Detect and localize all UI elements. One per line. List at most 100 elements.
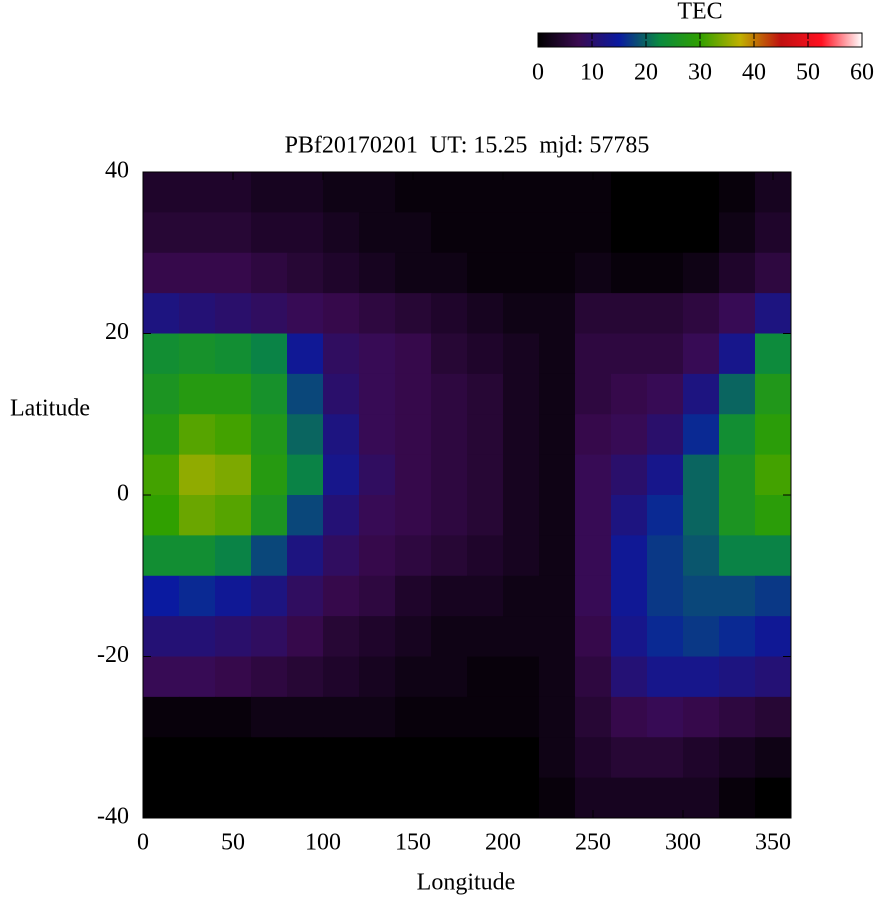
cell — [575, 293, 612, 334]
cell — [575, 454, 612, 496]
cell — [467, 737, 504, 779]
cell — [611, 212, 648, 254]
cell — [503, 777, 540, 819]
cell — [539, 777, 576, 819]
cell — [503, 575, 540, 617]
cell — [179, 575, 216, 617]
cell — [395, 575, 432, 617]
cell — [611, 616, 648, 657]
cell — [467, 293, 504, 334]
cell — [143, 696, 180, 738]
cell — [287, 333, 324, 375]
cell — [287, 212, 324, 254]
cell — [359, 414, 396, 456]
cell — [611, 172, 648, 213]
cell — [611, 777, 648, 819]
cell — [575, 495, 612, 536]
cell — [179, 777, 216, 819]
cell — [755, 212, 792, 254]
cell — [215, 737, 252, 779]
cell — [179, 252, 216, 294]
cell — [719, 454, 756, 496]
cell — [683, 495, 720, 536]
cell — [395, 252, 432, 294]
cell — [143, 373, 180, 415]
y-tick-label: 0 — [117, 481, 129, 507]
cell — [539, 535, 576, 577]
cell — [683, 373, 720, 415]
cell — [719, 495, 756, 536]
cell — [395, 454, 432, 496]
x-tick-label: 150 — [395, 830, 431, 856]
cell — [755, 535, 792, 577]
cell — [143, 495, 180, 536]
cell — [143, 737, 180, 779]
cell — [719, 333, 756, 375]
cell — [503, 535, 540, 577]
cell — [575, 333, 612, 375]
cell — [395, 535, 432, 577]
y-tick-label: -40 — [97, 804, 129, 830]
cell — [719, 172, 756, 213]
cell — [467, 373, 504, 415]
cell — [215, 616, 252, 657]
cell — [251, 616, 288, 657]
cell — [323, 616, 360, 657]
cell — [431, 495, 468, 536]
cell — [179, 373, 216, 415]
cell — [755, 696, 792, 738]
cell — [719, 656, 756, 698]
cell — [647, 535, 684, 577]
x-tick-label: 300 — [665, 830, 701, 856]
cell — [431, 373, 468, 415]
cell — [539, 212, 576, 254]
cell — [467, 656, 504, 698]
y-tick-label: -20 — [97, 642, 129, 668]
cell — [143, 616, 180, 657]
cell — [647, 172, 684, 213]
cell — [251, 737, 288, 779]
cell — [287, 454, 324, 496]
cell — [395, 656, 432, 698]
cell — [359, 575, 396, 617]
cell — [179, 535, 216, 577]
cell — [179, 414, 216, 456]
cell — [287, 495, 324, 536]
cell — [251, 777, 288, 819]
cell — [359, 777, 396, 819]
cell — [323, 696, 360, 738]
cell — [503, 333, 540, 375]
cell — [251, 575, 288, 617]
cell — [719, 414, 756, 456]
cell — [179, 656, 216, 698]
cell — [503, 696, 540, 738]
cell — [323, 212, 360, 254]
cell — [503, 737, 540, 779]
cell — [719, 535, 756, 577]
cell — [719, 575, 756, 617]
colorbar-tick-label: 20 — [634, 60, 658, 86]
cell — [287, 737, 324, 779]
cell — [611, 293, 648, 334]
cell — [143, 777, 180, 819]
cell — [611, 737, 648, 779]
cell — [683, 333, 720, 375]
cell — [359, 535, 396, 577]
cell — [467, 616, 504, 657]
colorbar-tick-label: 10 — [580, 60, 604, 86]
cell — [251, 454, 288, 496]
cell — [539, 696, 576, 738]
cell — [143, 656, 180, 698]
cell — [395, 293, 432, 334]
cell — [431, 696, 468, 738]
x-tick-label: 350 — [755, 830, 791, 856]
cell — [647, 737, 684, 779]
cell — [539, 252, 576, 294]
cell — [323, 737, 360, 779]
cell — [251, 293, 288, 334]
cell — [719, 212, 756, 254]
cell — [143, 212, 180, 254]
cell — [647, 293, 684, 334]
cell — [179, 696, 216, 738]
cell — [287, 656, 324, 698]
